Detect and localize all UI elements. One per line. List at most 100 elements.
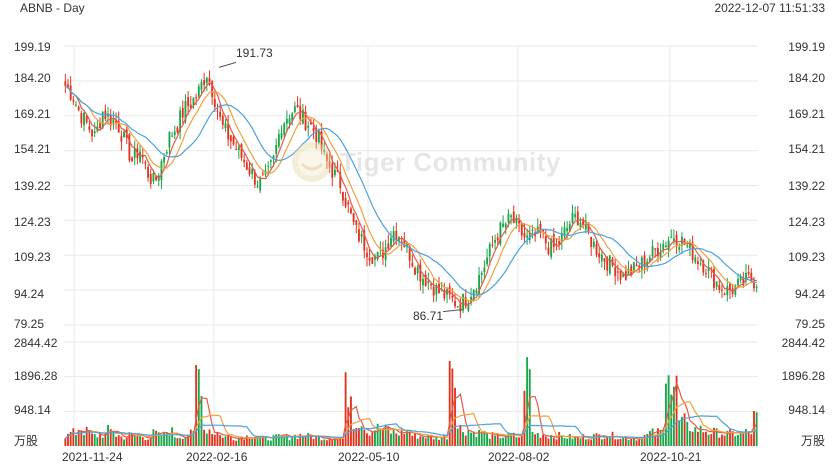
volume-bar xyxy=(464,435,467,446)
volume-bar xyxy=(315,435,318,446)
volume-bar xyxy=(558,431,561,446)
volume-bar xyxy=(350,396,352,446)
volume-bar xyxy=(608,436,611,446)
volume-bar xyxy=(69,431,72,446)
candle-body xyxy=(293,106,296,113)
volume-bar xyxy=(622,436,625,446)
volume-bar xyxy=(670,394,673,446)
volume-bar xyxy=(459,424,462,446)
candle-body xyxy=(227,123,230,140)
volume-bar xyxy=(152,429,155,446)
volume-bar xyxy=(235,440,238,446)
volume-bar xyxy=(619,438,622,446)
candle-body xyxy=(502,223,505,227)
volume-bar xyxy=(472,431,475,446)
candle-body xyxy=(560,233,563,241)
volume-bar xyxy=(531,431,534,446)
low-price-annotation: 86.71 xyxy=(413,309,444,323)
candle-body xyxy=(531,229,534,231)
candle-body xyxy=(528,233,531,240)
candle-body xyxy=(144,162,147,164)
volume-bar xyxy=(539,437,542,446)
volume-bar xyxy=(576,436,579,446)
candle-body xyxy=(382,249,384,258)
candle-body xyxy=(245,162,248,170)
volume-bar xyxy=(742,432,745,446)
candle-body xyxy=(678,247,681,250)
volume-bar xyxy=(208,429,211,446)
candle-body xyxy=(643,255,646,267)
volume-bar xyxy=(317,435,320,446)
volume-bar xyxy=(507,432,510,446)
volume-bar xyxy=(552,437,555,446)
candle-body xyxy=(101,111,104,129)
volume-bar xyxy=(745,428,747,446)
volume-bar xyxy=(427,435,430,446)
volume-bar xyxy=(694,427,697,446)
volume-bar xyxy=(755,412,758,446)
candle-body xyxy=(395,230,398,241)
candle-body xyxy=(368,257,371,261)
volume-bar xyxy=(536,433,539,446)
volume-bar xyxy=(163,432,166,446)
volume-bar xyxy=(123,439,125,446)
volume-bar xyxy=(504,437,507,446)
volume-bar xyxy=(269,440,272,446)
volume-bar xyxy=(406,430,408,446)
volume-bar xyxy=(155,430,158,446)
candle-body xyxy=(363,230,366,251)
volume-bar xyxy=(80,430,83,446)
candle-body xyxy=(483,267,486,273)
volume-bar xyxy=(213,434,216,446)
candle-body xyxy=(753,281,755,289)
candle-body xyxy=(742,277,745,285)
volume-bar xyxy=(267,440,270,446)
volume-tick-label: 948.14 xyxy=(14,403,51,417)
candle-body xyxy=(366,252,368,258)
tiger-logo-icon xyxy=(292,142,332,182)
volume-bar xyxy=(491,432,494,446)
volume-bar xyxy=(125,437,128,446)
candle-body xyxy=(184,100,187,122)
candle-body xyxy=(707,267,710,272)
candle-body xyxy=(221,115,224,125)
volume-bar xyxy=(187,435,190,446)
price-tick-label: 79.25 xyxy=(14,317,45,331)
volume-bar xyxy=(462,432,464,446)
candle-body xyxy=(152,172,155,182)
candle-body xyxy=(315,128,318,142)
candle-body xyxy=(552,233,555,248)
volume-ma10-line xyxy=(64,401,758,440)
volume-bar xyxy=(574,436,577,446)
volume-bar xyxy=(85,426,88,446)
candle-body xyxy=(390,237,392,247)
volume-bar xyxy=(528,369,531,446)
candle-body xyxy=(422,279,424,286)
volume-bar xyxy=(408,432,411,446)
volume-bar xyxy=(237,437,240,446)
candle-body xyxy=(608,255,611,274)
candle-body xyxy=(654,248,657,250)
candle-body xyxy=(307,125,310,128)
candle-body xyxy=(721,289,723,291)
candle-body xyxy=(491,244,494,246)
volume-bar xyxy=(291,437,294,446)
x-tick-label: 2022-08-02 xyxy=(488,450,550,464)
volume-bar xyxy=(168,435,171,446)
candle-body xyxy=(219,111,222,117)
volume-bar xyxy=(131,432,133,446)
candle-body xyxy=(419,264,422,282)
candle-body xyxy=(683,238,686,245)
volume-bar xyxy=(448,360,451,446)
candle-body xyxy=(350,208,352,214)
volume-bar xyxy=(336,437,339,446)
volume-bar xyxy=(245,435,248,446)
volume-bar xyxy=(358,428,360,446)
candle-body xyxy=(718,284,721,290)
candle-body xyxy=(598,253,601,258)
candle-body xyxy=(715,281,718,287)
candle-body xyxy=(443,290,446,299)
volume-bar xyxy=(611,431,614,446)
volume-bar xyxy=(721,434,723,446)
